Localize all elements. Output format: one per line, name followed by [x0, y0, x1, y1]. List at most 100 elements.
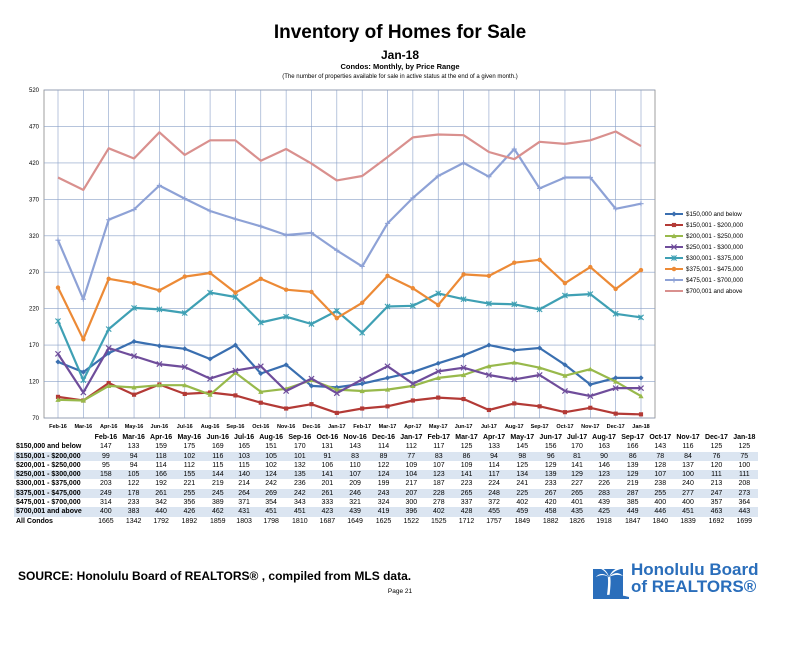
x-tick-label: Aug-17	[505, 424, 524, 430]
table-cell: 255	[646, 488, 674, 499]
data-point	[55, 359, 61, 365]
table-cell: 123	[424, 470, 453, 480]
data-point	[587, 366, 593, 372]
table-cell: 221	[183, 480, 196, 488]
table-cell: 1687	[319, 517, 336, 525]
table-cell: 371	[238, 499, 250, 507]
table-cell: 463	[702, 507, 731, 517]
y-tick-label: 220	[29, 307, 40, 313]
table-row: $700,001 and above 400 383 440 426 462 431 451 4…	[14, 507, 758, 517]
table-cell: 170	[571, 443, 583, 451]
data-point	[638, 375, 644, 381]
table-cell: 238	[654, 480, 667, 488]
table-cell: 166	[626, 443, 639, 451]
x-tick-label: Apr-16	[100, 424, 117, 430]
table-cell: 90	[589, 451, 619, 461]
legend-label: $700,001 and above	[686, 288, 743, 295]
data-point	[157, 288, 162, 293]
table-cell: 129	[544, 461, 557, 469]
table-cell: 242	[285, 488, 314, 499]
data-point	[334, 247, 340, 253]
table-cell: 440	[147, 507, 175, 517]
data-point	[308, 375, 315, 382]
data-point	[80, 377, 87, 384]
table-month-header: Aug-17	[592, 434, 616, 441]
table-cell: 249	[92, 488, 120, 499]
table-cell: 78	[646, 451, 674, 461]
data-point	[182, 346, 188, 352]
data-point	[486, 342, 492, 348]
table-cell: 109	[460, 461, 473, 469]
data-point	[232, 294, 239, 300]
series-line	[57, 258, 642, 341]
table-month-header: Feb-17	[427, 434, 451, 441]
table-cell: 139	[626, 461, 639, 469]
table-cell: 98	[507, 451, 537, 461]
table-cell: 124	[369, 470, 398, 480]
data-point	[671, 266, 677, 272]
data-point	[435, 173, 441, 179]
table-cell: 140	[231, 470, 257, 480]
y-tick-label: 270	[29, 270, 40, 276]
data-point	[587, 393, 594, 400]
series-line	[57, 130, 642, 191]
table-month-header: Jun-17	[539, 434, 562, 441]
data-point	[512, 401, 517, 406]
table-cell: 431	[231, 507, 257, 517]
table-cell: 389	[211, 499, 224, 507]
table-cell: 255	[174, 488, 204, 499]
table-cell: 86	[452, 451, 481, 461]
table-cell: 103	[231, 451, 257, 461]
table-cell: 435	[564, 507, 590, 517]
data-point	[233, 290, 238, 295]
x-tick-label: Jun-17	[455, 424, 473, 430]
table-cell: 219	[626, 480, 639, 488]
table-cell: 400	[654, 499, 667, 507]
data-point	[258, 223, 264, 229]
table-cell: 1839	[680, 517, 696, 525]
table-cell: 267	[536, 488, 565, 499]
data-point	[409, 302, 416, 309]
page-number: Page 21	[387, 588, 413, 595]
x-tick-label: Dec-17	[607, 424, 625, 430]
table-cell: 118	[147, 451, 175, 461]
data-point	[435, 290, 442, 297]
x-tick-label: Jul-17	[481, 424, 497, 430]
data-point	[54, 350, 62, 357]
data-point	[309, 402, 314, 407]
table-cell: 102	[265, 461, 277, 469]
table-row: $150,001 - $200,000 99 94 118 102 116 103 105 10…	[14, 451, 758, 461]
data-point	[80, 296, 86, 302]
table-cell: 146	[598, 461, 610, 469]
data-point	[334, 410, 339, 415]
table-cell: 425	[589, 507, 619, 517]
table-cell: 1699	[736, 517, 753, 525]
source-note: SOURCE: Honolulu Board of REALTORS® , co…	[18, 569, 412, 583]
data-point	[283, 313, 290, 320]
data-point	[359, 329, 366, 336]
table-header-row: Feb-16 Mar-16 Apr-16 May-16 Jun-16 Jul-16 Aug-…	[14, 433, 758, 442]
data-point	[207, 289, 214, 296]
data-point	[105, 345, 112, 352]
table-cell: 243	[369, 488, 398, 499]
table-cell: 247	[702, 488, 731, 499]
data-point	[435, 360, 441, 366]
row-label: $200,001 - $250,000	[16, 461, 81, 469]
table-cell: 165	[238, 443, 250, 451]
data-point	[232, 370, 239, 375]
data-point	[131, 353, 138, 360]
data-point	[283, 232, 289, 238]
series-line	[57, 361, 642, 402]
table-month-header: Aug-16	[259, 434, 283, 441]
data-point	[55, 318, 61, 325]
table-cell: 124	[256, 470, 286, 480]
table-month-header: Apr-17	[482, 434, 506, 441]
table-cell: 102	[174, 451, 204, 461]
x-tick-label: Sep-16	[226, 424, 244, 430]
table-month-header: Jun-16	[206, 434, 230, 441]
data-point	[182, 382, 188, 388]
data-point	[587, 381, 593, 388]
data-point	[156, 306, 163, 313]
data-point	[460, 160, 467, 166]
table-row: $300,001 - $375,000 203 122 192 221 219 214 242…	[14, 479, 758, 488]
